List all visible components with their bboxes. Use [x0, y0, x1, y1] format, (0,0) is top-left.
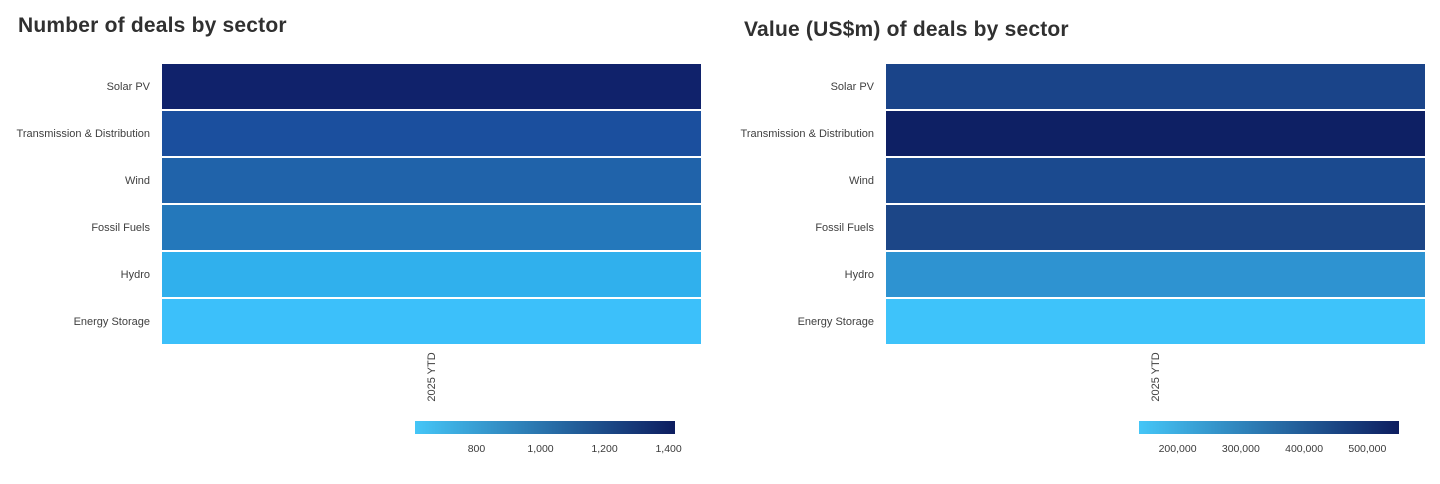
row-label: Fossil Fuels	[815, 221, 874, 234]
heatmap-row: Hydro	[720, 252, 1425, 297]
heatmap-row: Hydro	[0, 252, 701, 297]
heatmap-cell[interactable]	[162, 252, 701, 297]
row-label: Energy Storage	[73, 315, 150, 328]
x-axis-label: 2025 YTD	[1150, 352, 1162, 402]
heatmap-row: Transmission & Distribution	[0, 111, 701, 156]
row-label: Hydro	[120, 268, 150, 281]
heatmap-cell[interactable]	[162, 205, 701, 250]
row-label: Transmission & Distribution	[740, 127, 874, 140]
heatmap-row: Fossil Fuels	[720, 205, 1425, 250]
heatmap-cell[interactable]	[886, 299, 1425, 344]
legend-tick-label: 400,000	[1285, 443, 1324, 455]
heatmap-row: Solar PV	[0, 64, 701, 109]
row-label: Transmission & Distribution	[16, 127, 150, 140]
heatmap-cell[interactable]	[886, 205, 1425, 250]
heatmap-rows: Solar PV Transmission & Distribution Wind F…	[720, 64, 1425, 344]
chart-number-of-deals: Number of deals by sector Solar PV Transm…	[0, 14, 701, 457]
heatmap-cell[interactable]	[162, 299, 701, 344]
heatmap-rows: Solar PV Transmission & Distribution Wind F…	[0, 64, 701, 344]
chart-title: Value (US$m) of deals by sector	[744, 18, 1069, 41]
heatmap-row: Wind	[0, 158, 701, 203]
row-label: Fossil Fuels	[91, 221, 150, 234]
heatmap-row: Transmission & Distribution	[720, 111, 1425, 156]
heatmap-row: Energy Storage	[720, 299, 1425, 344]
heatmap-cell[interactable]	[162, 111, 701, 156]
legend-tick-label: 200,000	[1158, 443, 1197, 455]
heatmap-row: Energy Storage	[0, 299, 701, 344]
row-label: Energy Storage	[797, 315, 874, 328]
legend-tick-label: 300,000	[1221, 443, 1260, 455]
legend-ticks: 200,000 300,000 400,000 500,000	[1139, 443, 1399, 457]
row-label: Hydro	[844, 268, 874, 281]
legend-ticks: 800 1,000 1,200 1,400	[415, 443, 682, 457]
heatmap-cell[interactable]	[162, 64, 701, 109]
heatmap-row: Wind	[720, 158, 1425, 203]
chart-title: Number of deals by sector	[18, 14, 287, 37]
x-axis-label: 2025 YTD	[426, 352, 438, 402]
row-label: Wind	[124, 174, 150, 187]
row-label: Solar PV	[106, 80, 150, 93]
row-label: Solar PV	[830, 80, 874, 93]
heatmap-row: Fossil Fuels	[0, 205, 701, 250]
heatmap-cell[interactable]	[162, 158, 701, 203]
legend-tick-label: 1,400	[655, 443, 682, 455]
heatmap-cell[interactable]	[886, 64, 1425, 109]
legend-tick-label: 800	[467, 443, 486, 455]
heatmap-cell[interactable]	[886, 158, 1425, 203]
legend-tick-label: 500,000	[1348, 443, 1387, 455]
chart-value-of-deals: Value (US$m) of deals by sector Solar PV…	[720, 0, 1440, 484]
row-label: Wind	[848, 174, 874, 187]
heatmap-cell[interactable]	[886, 252, 1425, 297]
legend-tick-label: 1,200	[591, 443, 618, 455]
legend-tick-label: 1,000	[527, 443, 554, 455]
color-gradient-bar	[1139, 421, 1399, 434]
heatmap-row: Solar PV	[720, 64, 1425, 109]
heatmap-cell[interactable]	[886, 111, 1425, 156]
color-gradient-bar	[415, 421, 675, 434]
